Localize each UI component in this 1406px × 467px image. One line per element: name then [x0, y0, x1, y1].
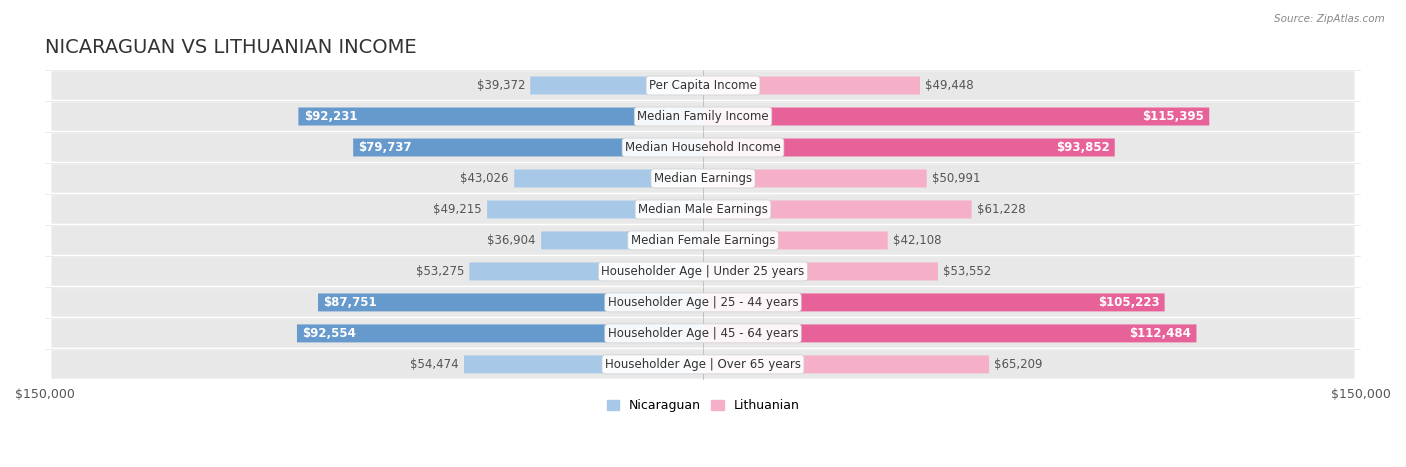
FancyBboxPatch shape — [464, 355, 703, 374]
FancyBboxPatch shape — [52, 226, 1354, 255]
FancyBboxPatch shape — [486, 200, 703, 219]
FancyBboxPatch shape — [703, 77, 920, 94]
FancyBboxPatch shape — [703, 107, 1209, 126]
Text: Median Earnings: Median Earnings — [654, 172, 752, 185]
FancyBboxPatch shape — [318, 293, 703, 311]
Text: $65,209: $65,209 — [994, 358, 1043, 371]
Text: Per Capita Income: Per Capita Income — [650, 79, 756, 92]
FancyBboxPatch shape — [703, 355, 988, 374]
Text: $92,231: $92,231 — [304, 110, 357, 123]
Text: Source: ZipAtlas.com: Source: ZipAtlas.com — [1274, 14, 1385, 24]
Text: $92,554: $92,554 — [302, 327, 356, 340]
FancyBboxPatch shape — [703, 200, 972, 219]
Text: $43,026: $43,026 — [461, 172, 509, 185]
FancyBboxPatch shape — [703, 170, 927, 187]
FancyBboxPatch shape — [298, 107, 703, 126]
Text: $79,737: $79,737 — [359, 141, 412, 154]
FancyBboxPatch shape — [52, 288, 1354, 317]
Text: Median Family Income: Median Family Income — [637, 110, 769, 123]
FancyBboxPatch shape — [530, 77, 703, 94]
FancyBboxPatch shape — [52, 71, 1354, 100]
Text: $112,484: $112,484 — [1129, 327, 1191, 340]
Text: Householder Age | Under 25 years: Householder Age | Under 25 years — [602, 265, 804, 278]
Text: $53,275: $53,275 — [416, 265, 464, 278]
FancyBboxPatch shape — [52, 102, 1354, 131]
Text: $93,852: $93,852 — [1056, 141, 1109, 154]
FancyBboxPatch shape — [515, 170, 703, 187]
FancyBboxPatch shape — [52, 257, 1354, 286]
FancyBboxPatch shape — [52, 164, 1354, 193]
FancyBboxPatch shape — [703, 262, 938, 280]
Text: Median Household Income: Median Household Income — [626, 141, 780, 154]
Text: $39,372: $39,372 — [477, 79, 524, 92]
Text: NICARAGUAN VS LITHUANIAN INCOME: NICARAGUAN VS LITHUANIAN INCOME — [45, 38, 416, 57]
Text: Median Female Earnings: Median Female Earnings — [631, 234, 775, 247]
Text: Householder Age | Over 65 years: Householder Age | Over 65 years — [605, 358, 801, 371]
Text: $53,552: $53,552 — [943, 265, 991, 278]
FancyBboxPatch shape — [703, 232, 887, 249]
Text: $49,215: $49,215 — [433, 203, 482, 216]
Legend: Nicaraguan, Lithuanian: Nicaraguan, Lithuanian — [602, 394, 804, 417]
FancyBboxPatch shape — [703, 325, 1197, 342]
Text: $50,991: $50,991 — [932, 172, 980, 185]
FancyBboxPatch shape — [52, 350, 1354, 379]
FancyBboxPatch shape — [541, 232, 703, 249]
Text: Median Male Earnings: Median Male Earnings — [638, 203, 768, 216]
Text: $36,904: $36,904 — [488, 234, 536, 247]
FancyBboxPatch shape — [703, 293, 1164, 311]
Text: $61,228: $61,228 — [977, 203, 1025, 216]
FancyBboxPatch shape — [297, 325, 703, 342]
Text: $115,395: $115,395 — [1142, 110, 1204, 123]
FancyBboxPatch shape — [353, 139, 703, 156]
FancyBboxPatch shape — [703, 139, 1115, 156]
FancyBboxPatch shape — [52, 195, 1354, 224]
FancyBboxPatch shape — [52, 133, 1354, 162]
Text: Householder Age | 45 - 64 years: Householder Age | 45 - 64 years — [607, 327, 799, 340]
Text: $54,474: $54,474 — [411, 358, 458, 371]
Text: $105,223: $105,223 — [1098, 296, 1160, 309]
Text: $87,751: $87,751 — [323, 296, 377, 309]
Text: $42,108: $42,108 — [893, 234, 942, 247]
FancyBboxPatch shape — [52, 319, 1354, 347]
FancyBboxPatch shape — [470, 262, 703, 280]
Text: $49,448: $49,448 — [925, 79, 974, 92]
Text: Householder Age | 25 - 44 years: Householder Age | 25 - 44 years — [607, 296, 799, 309]
